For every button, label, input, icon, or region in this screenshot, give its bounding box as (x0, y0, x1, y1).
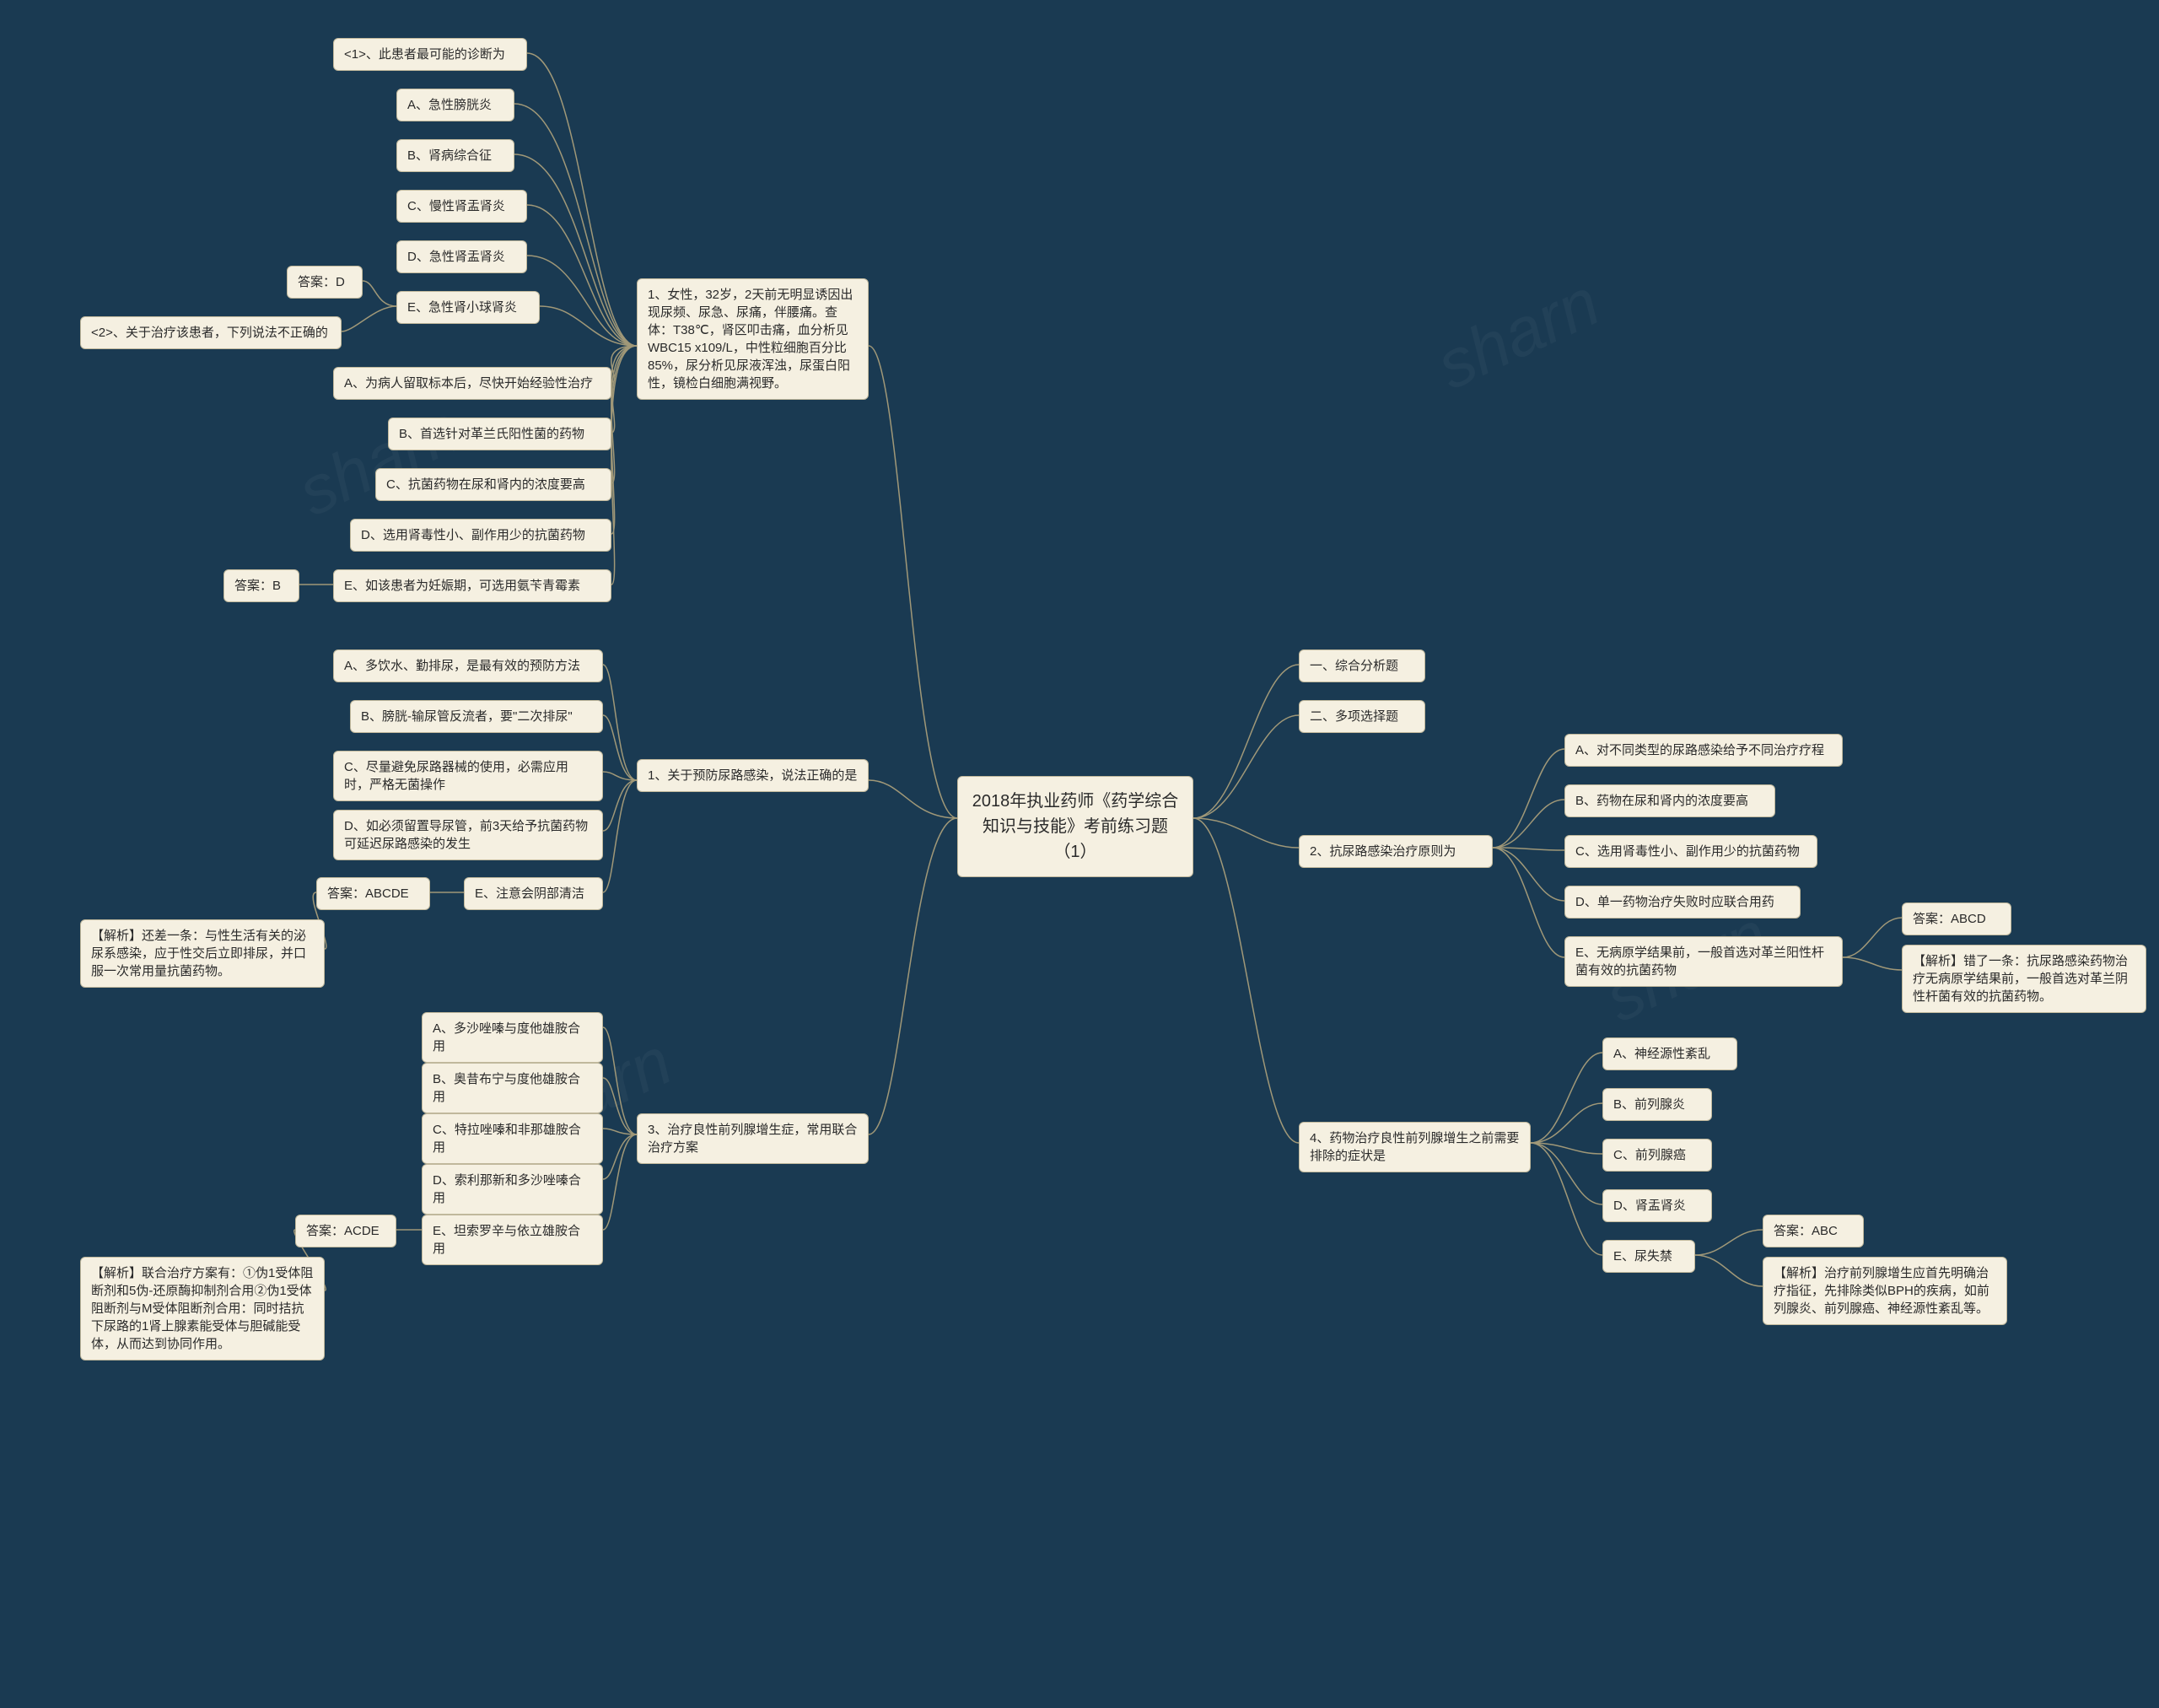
q4-opt-d[interactable]: D、肾盂肾炎 (1602, 1189, 1712, 1222)
q2-opt-c[interactable]: C、选用肾毒性小、副作用少的抗菌药物 (1564, 835, 1817, 868)
q1-sub2-e[interactable]: E、如该患者为妊娠期，可选用氨苄青霉素 (333, 569, 611, 602)
q1-sub2-ans: 答案：B (223, 569, 299, 602)
q4-opt-e[interactable]: E、尿失禁 (1602, 1240, 1695, 1273)
q3-a[interactable]: A、多沙唑嗪与度他雄胺合用 (422, 1012, 603, 1063)
q1-sub1-b[interactable]: B、肾病综合征 (396, 139, 514, 172)
q2-title[interactable]: 2、抗尿路感染治疗原则为 (1299, 835, 1493, 868)
q2-explain: 【解析】错了一条：抗尿路感染药物治疗无病原学结果前，一般首选对革兰阴性杆菌有效的… (1902, 945, 2146, 1013)
q3-ans: 答案：ACDE (295, 1215, 396, 1247)
q1-sub2-b[interactable]: B、首选针对革兰氏阳性菌的药物 (388, 418, 611, 450)
q4-opt-a[interactable]: A、神经源性紊乱 (1602, 1037, 1737, 1070)
q1-sub2[interactable]: <2>、关于治疗该患者，下列说法不正确的 (80, 316, 342, 349)
q1-sub1-c[interactable]: C、慢性肾盂肾炎 (396, 190, 527, 223)
branch-b1[interactable]: 一、综合分析题 (1299, 649, 1425, 682)
q2-opt-b[interactable]: B、药物在尿和肾内的浓度要高 (1564, 784, 1775, 817)
q3-b[interactable]: B、奥昔布宁与度他雄胺合用 (422, 1063, 603, 1113)
branch-b2[interactable]: 二、多项选择题 (1299, 700, 1425, 733)
q3-explain: 【解析】联合治疗方案有：①伪1受体阻断剂和5伪-还原酶抑制剂合用②伪1受体阻断剂… (80, 1257, 325, 1360)
q1p-b[interactable]: B、膀胱-输尿管反流者，要"二次排尿" (350, 700, 603, 733)
q4-title[interactable]: 4、药物治疗良性前列腺增生之前需要排除的症状是 (1299, 1122, 1531, 1172)
q1-sub1-e[interactable]: E、急性肾小球肾炎 (396, 291, 540, 324)
q2-ans: 答案：ABCD (1902, 902, 2011, 935)
q2-opt-d[interactable]: D、单一药物治疗失败时应联合用药 (1564, 886, 1801, 919)
q1-case-title[interactable]: 1、女性，32岁，2天前无明显诱因出现尿频、尿急、尿痛，伴腰痛。查体：T38℃，… (637, 278, 869, 400)
q1p-ans: 答案：ABCDE (316, 877, 430, 910)
q3-c[interactable]: C、特拉唑嗪和非那雄胺合用 (422, 1113, 603, 1164)
q1-sub1[interactable]: <1>、此患者最可能的诊断为 (333, 38, 527, 71)
center-node[interactable]: 2018年执业药师《药学综合知识与技能》考前练习题（1） (957, 776, 1193, 877)
q1p-d[interactable]: D、如必须留置导尿管，前3天给予抗菌药物可延迟尿路感染的发生 (333, 810, 603, 860)
q1-sub2-c[interactable]: C、抗菌药物在尿和肾内的浓度要高 (375, 468, 611, 501)
q4-opt-b[interactable]: B、前列腺炎 (1602, 1088, 1712, 1121)
q1-sub2-d[interactable]: D、选用肾毒性小、副作用少的抗菌药物 (350, 519, 611, 552)
q2-opt-e[interactable]: E、无病原学结果前，一般首选对革兰阳性杆菌有效的抗菌药物 (1564, 936, 1843, 987)
q1-sub1-d[interactable]: D、急性肾盂肾炎 (396, 240, 527, 273)
q3-title[interactable]: 3、治疗良性前列腺增生症，常用联合治疗方案 (637, 1113, 869, 1164)
q1-sub1-ans: 答案：D (287, 266, 363, 299)
q1p-a[interactable]: A、多饮水、勤排尿，是最有效的预防方法 (333, 649, 603, 682)
q4-opt-c[interactable]: C、前列腺癌 (1602, 1139, 1712, 1172)
q1p-e[interactable]: E、注意会阴部清洁 (464, 877, 603, 910)
q2-opt-a[interactable]: A、对不同类型的尿路感染给予不同治疗疗程 (1564, 734, 1843, 767)
q1p-c[interactable]: C、尽量避免尿路器械的使用，必需应用时，严格无菌操作 (333, 751, 603, 801)
q4-explain: 【解析】治疗前列腺增生应首先明确治疗指征，先排除类似BPH的疾病，如前列腺炎、前… (1763, 1257, 2007, 1325)
q1-sub2-a[interactable]: A、为病人留取标本后，尽快开始经验性治疗 (333, 367, 611, 400)
q3-d[interactable]: D、索利那新和多沙唑嗪合用 (422, 1164, 603, 1215)
q1p-explain: 【解析】还差一条：与性生活有关的泌尿系感染，应于性交后立即排尿，并口服一次常用量… (80, 919, 325, 988)
q1-sub1-a[interactable]: A、急性膀胱炎 (396, 89, 514, 121)
q1p-title[interactable]: 1、关于预防尿路感染，说法正确的是 (637, 759, 869, 792)
q3-e[interactable]: E、坦索罗辛与依立雄胺合用 (422, 1215, 603, 1265)
q4-ans: 答案：ABC (1763, 1215, 1864, 1247)
